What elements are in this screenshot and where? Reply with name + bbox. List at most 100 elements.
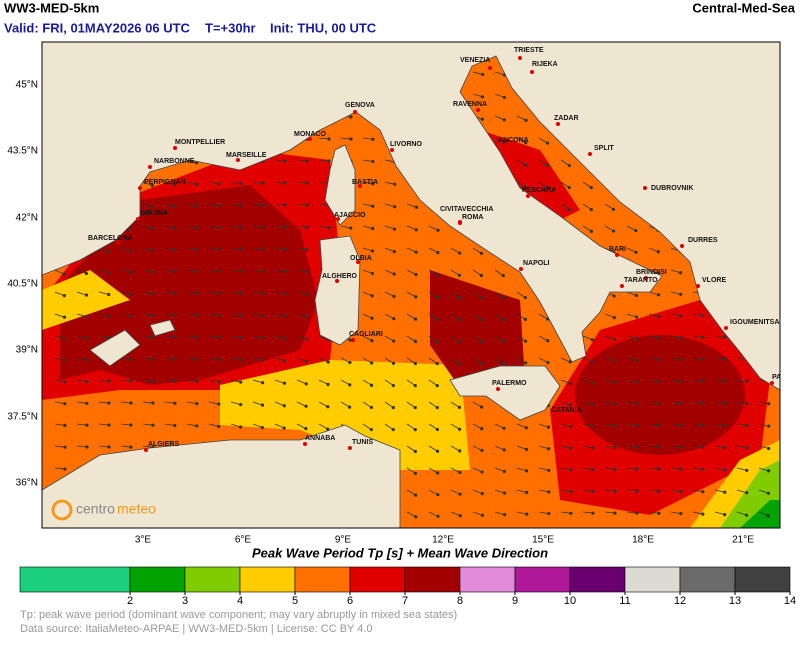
arrow-head xyxy=(195,357,199,361)
arrow-head xyxy=(501,317,505,322)
arrow-head xyxy=(545,141,550,145)
arrow xyxy=(626,489,637,492)
arrow xyxy=(472,93,483,98)
arrow-head xyxy=(414,228,418,232)
arrow xyxy=(560,467,571,471)
city-label: PERPIGNAN xyxy=(144,179,186,186)
arrow-head xyxy=(657,379,661,384)
arrow-head xyxy=(239,247,243,251)
city-dot xyxy=(620,284,624,288)
arrow-head xyxy=(679,314,683,318)
arrow-head xyxy=(107,314,111,318)
arrow xyxy=(538,357,549,363)
arrow xyxy=(54,335,65,340)
arrow xyxy=(142,313,153,316)
arrow-head xyxy=(261,336,265,340)
arrow xyxy=(494,489,505,494)
arrow-head xyxy=(569,511,573,515)
zone xyxy=(575,335,745,455)
arrow xyxy=(428,291,438,298)
arrow-head xyxy=(701,467,705,472)
arrow xyxy=(472,313,482,320)
city-label: GENOVA xyxy=(345,102,375,109)
arrow xyxy=(538,335,548,342)
arrow xyxy=(648,467,659,470)
arrow xyxy=(494,335,504,342)
arrow xyxy=(76,357,87,361)
city-label: RAVENNA xyxy=(453,101,487,108)
arrow xyxy=(604,423,615,427)
arrow-head xyxy=(723,335,727,339)
arrow xyxy=(362,379,372,386)
arrow xyxy=(384,159,395,163)
arrow-head xyxy=(457,340,461,344)
arrow-head xyxy=(480,492,484,496)
arrow-head xyxy=(217,335,221,339)
arrow-head xyxy=(613,424,617,428)
arrow-head xyxy=(701,423,705,427)
arrow-head xyxy=(305,225,309,229)
arrow-head xyxy=(524,163,528,167)
arrow-head xyxy=(524,141,528,145)
arrow xyxy=(362,181,373,185)
zone xyxy=(430,270,525,395)
arrow xyxy=(604,203,614,210)
arrow-head xyxy=(524,469,529,473)
city-dot xyxy=(348,446,352,450)
arrow xyxy=(164,203,175,207)
arrow-head xyxy=(413,339,418,343)
arrow xyxy=(208,291,219,294)
arrow xyxy=(252,335,263,339)
city-label: PALERMO xyxy=(492,380,527,387)
arrow-head xyxy=(347,405,352,409)
arrow xyxy=(626,423,637,426)
arrow xyxy=(296,313,307,317)
arrow-head xyxy=(612,316,616,320)
sardinia xyxy=(314,235,361,346)
arrow xyxy=(494,423,505,429)
arrow xyxy=(450,357,460,364)
arrow-head xyxy=(305,270,309,274)
arrow-head xyxy=(260,425,264,430)
arrow-head xyxy=(569,425,573,429)
city-dot xyxy=(488,66,492,70)
arrow-head xyxy=(85,336,89,340)
arrow xyxy=(406,357,416,364)
arrow-head xyxy=(217,291,221,295)
arrow xyxy=(362,269,373,274)
arrow-head xyxy=(107,401,111,405)
arrow-head xyxy=(634,293,638,298)
arrow-head xyxy=(634,250,638,254)
arrow xyxy=(252,203,263,206)
arrow-head xyxy=(151,357,155,361)
arrow-head xyxy=(217,269,221,273)
arrow xyxy=(252,247,263,250)
arrow-head xyxy=(502,140,506,144)
arrow xyxy=(648,291,659,296)
arrow xyxy=(252,313,263,317)
arrow xyxy=(670,467,681,470)
arrow xyxy=(428,489,439,496)
arrow-head xyxy=(327,137,331,141)
arrow-head xyxy=(723,423,727,427)
arrow-head xyxy=(129,423,133,427)
arrow xyxy=(428,467,438,474)
arrow xyxy=(758,467,769,472)
arrow-head xyxy=(679,336,683,340)
arrow-head xyxy=(62,272,66,276)
arrow-head xyxy=(413,384,417,388)
arrow-head xyxy=(657,511,661,515)
arrow xyxy=(406,291,416,298)
city-dot xyxy=(530,70,534,74)
arrow-head xyxy=(436,471,440,475)
arrow-head xyxy=(481,72,485,77)
arrow-head xyxy=(501,339,505,344)
arrow xyxy=(340,225,351,229)
arrow xyxy=(164,225,175,229)
colorbar-tick-label: 5 xyxy=(292,595,298,607)
arrow-head xyxy=(151,401,155,405)
arrow-head xyxy=(129,357,133,361)
lon-label: 9°E xyxy=(335,535,352,546)
arrow xyxy=(296,225,307,228)
arrow-head xyxy=(173,269,177,274)
